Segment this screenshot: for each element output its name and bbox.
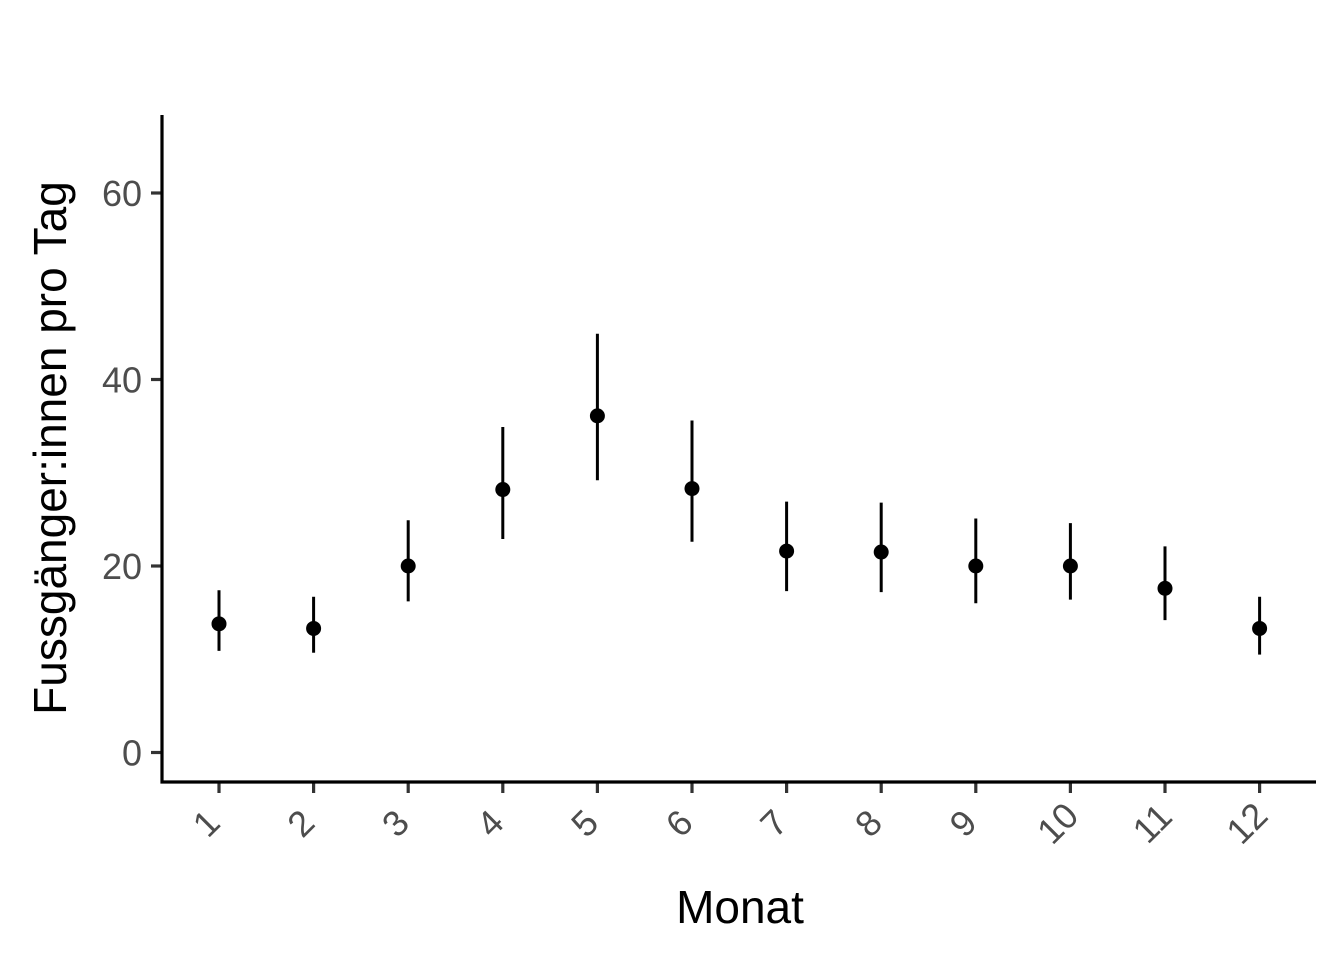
x-tick-label: 11 [1124, 795, 1179, 850]
x-axis-title: Monat [676, 881, 804, 933]
y-tick-label: 40 [102, 360, 142, 401]
data-point [211, 616, 227, 632]
x-axis-ticks: 1 2 3 4 5 6 7 8 9 10 11 12 [185, 782, 1275, 852]
y-axis-title: Fussgänger:innen pro Tag [24, 181, 76, 715]
y-axis-ticks: 0 20 40 60 [102, 173, 162, 774]
data-point [495, 482, 511, 498]
data-point [968, 558, 984, 574]
x-tick-label: 5 [563, 802, 606, 845]
axis-lines [160, 115, 1316, 784]
data-point [1062, 558, 1078, 574]
x-tick-label: 2 [279, 802, 322, 845]
x-tick-label: 10 [1029, 795, 1086, 852]
y-tick-label: 0 [122, 733, 142, 774]
x-tick-label: 3 [374, 802, 417, 845]
data-point [873, 544, 889, 560]
data-point [779, 543, 795, 559]
data-point [400, 558, 416, 574]
x-tick-label: 8 [847, 802, 890, 845]
y-tick-label: 20 [102, 546, 142, 587]
data-point [684, 481, 700, 497]
y-tick-label: 60 [102, 173, 142, 214]
x-tick-label: 6 [658, 802, 701, 845]
x-tick-label: 4 [468, 802, 511, 845]
data-point [589, 408, 605, 424]
x-tick-label: 9 [941, 802, 984, 845]
data-point [306, 620, 322, 636]
x-tick-label: 12 [1218, 795, 1275, 852]
data-point [1252, 620, 1268, 636]
x-tick-label: 1 [185, 802, 228, 845]
x-tick-label: 7 [752, 802, 795, 845]
data-point [1157, 580, 1173, 596]
plot-marks [211, 333, 1268, 655]
